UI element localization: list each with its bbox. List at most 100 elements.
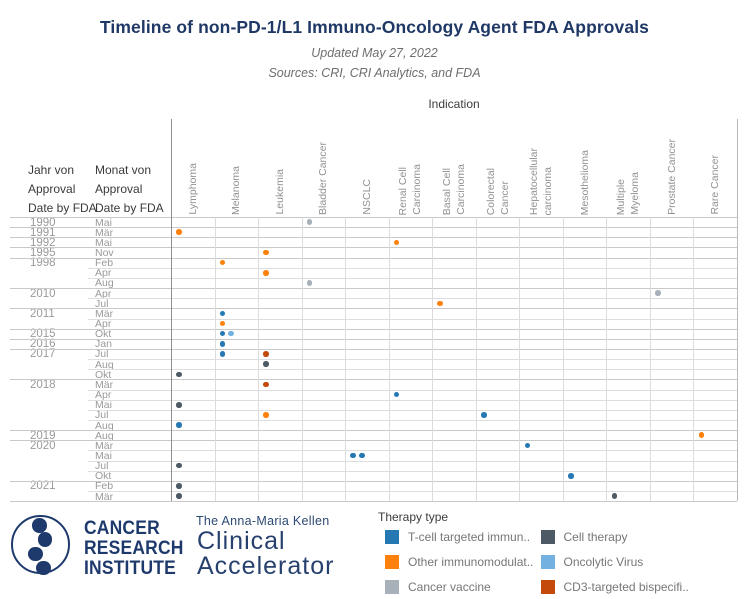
- legend-item-vaccine[interactable]: Cancer vaccine: [385, 580, 491, 594]
- month-label[interactable]: Mär: [95, 226, 114, 239]
- column-header-hepatocellular-carcinoma[interactable]: Hepatocellular carcinoma: [519, 113, 563, 215]
- grid-line-horizontal: [88, 389, 737, 391]
- month-label[interactable]: Apr: [95, 318, 112, 330]
- column-header-basal-cell-carcinoma[interactable]: Basal Cell Carcinoma: [432, 113, 476, 215]
- month-label[interactable]: Mär: [95, 439, 114, 452]
- data-point[interactable]: [219, 310, 226, 317]
- month-label[interactable]: Feb: [95, 257, 114, 270]
- data-point[interactable]: [393, 239, 400, 246]
- data-point[interactable]: [228, 330, 234, 337]
- grid-line-horizontal: [10, 308, 737, 310]
- month-label[interactable]: Mai: [95, 399, 112, 412]
- month-label[interactable]: Okt: [95, 328, 112, 341]
- data-point[interactable]: [263, 361, 269, 367]
- year-label[interactable]: 2017: [30, 348, 56, 361]
- legend-swatch: [540, 555, 555, 569]
- column-header-leukemia[interactable]: Leukemia: [258, 113, 302, 215]
- data-point[interactable]: [263, 270, 269, 276]
- legend-item-cd3[interactable]: CD3-targeted bispecifi..: [540, 580, 689, 594]
- month-label[interactable]: Jan: [95, 338, 112, 351]
- month-label[interactable]: Apr: [95, 287, 112, 300]
- month-label[interactable]: Apr: [95, 389, 112, 402]
- year-label[interactable]: 2021: [30, 480, 56, 493]
- month-label[interactable]: Jul: [95, 460, 109, 473]
- year-label[interactable]: 2011: [30, 307, 55, 320]
- data-point[interactable]: [176, 483, 182, 489]
- data-point[interactable]: [219, 341, 226, 347]
- column-header-lymphoma[interactable]: Lymphoma: [171, 113, 215, 215]
- data-point[interactable]: [655, 290, 661, 296]
- month-label[interactable]: Jul: [95, 297, 109, 310]
- data-point[interactable]: [263, 351, 269, 357]
- month-label[interactable]: Mär: [95, 307, 114, 320]
- data-point[interactable]: [263, 249, 269, 256]
- year-label[interactable]: 1992: [30, 236, 56, 249]
- year-label[interactable]: 2016: [30, 338, 56, 351]
- month-label[interactable]: Mär: [95, 378, 114, 391]
- data-point[interactable]: [611, 493, 618, 499]
- column-header-renal-cell-carcinoma[interactable]: Renal Cell Carcinoma: [389, 113, 433, 215]
- data-point[interactable]: [176, 229, 182, 235]
- data-point[interactable]: [306, 280, 313, 286]
- data-point[interactable]: [524, 442, 531, 449]
- data-point[interactable]: [176, 402, 182, 408]
- data-point[interactable]: [481, 412, 487, 418]
- column-header-mesothelioma[interactable]: Mesothelioma: [563, 113, 607, 215]
- legend-item-oncolytic[interactable]: Oncolytic Virus: [540, 555, 643, 569]
- data-point[interactable]: [393, 391, 400, 398]
- column-header-rare-cancer[interactable]: Rare Cancer: [693, 113, 737, 215]
- month-label[interactable]: Mai: [95, 449, 112, 462]
- month-label[interactable]: Aug: [95, 277, 114, 290]
- month-label[interactable]: Jul: [95, 348, 109, 361]
- data-point[interactable]: [176, 371, 182, 378]
- column-header-bladder-cancer[interactable]: Bladder Cancer: [302, 113, 346, 215]
- grid-line-horizontal: [10, 237, 737, 239]
- legend-title: Therapy type: [378, 510, 449, 524]
- month-label[interactable]: Mai: [95, 236, 112, 249]
- data-point[interactable]: [263, 412, 269, 418]
- data-point[interactable]: [219, 259, 226, 266]
- month-label[interactable]: Okt: [95, 470, 112, 483]
- data-point[interactable]: [359, 452, 365, 459]
- year-label[interactable]: 1998: [30, 257, 56, 270]
- data-point[interactable]: [698, 432, 705, 438]
- data-point[interactable]: [219, 330, 226, 337]
- year-label[interactable]: 2020: [30, 439, 56, 452]
- data-point[interactable]: [176, 422, 182, 428]
- data-point[interactable]: [219, 320, 226, 327]
- column-header-nsclc[interactable]: NSCLC: [345, 113, 389, 215]
- data-point[interactable]: [176, 493, 182, 499]
- year-label[interactable]: 2018: [30, 378, 56, 391]
- year-label[interactable]: 2015: [30, 328, 56, 341]
- month-label[interactable]: Feb: [95, 480, 114, 493]
- column-header-prostate-cancer[interactable]: Prostate Cancer: [650, 113, 694, 215]
- column-header-melanoma[interactable]: Melanoma: [215, 113, 259, 215]
- month-label[interactable]: Aug: [95, 358, 114, 371]
- legend-item-other_immuno[interactable]: Other immunomodulat..: [385, 555, 533, 569]
- data-point[interactable]: [176, 462, 182, 469]
- data-point[interactable]: [437, 300, 443, 307]
- legend-item-tcell[interactable]: T-cell targeted immun..: [385, 530, 530, 544]
- column-header-multiple-myeloma[interactable]: Multiple Myeloma: [606, 113, 650, 215]
- month-label[interactable]: Mär: [95, 490, 114, 503]
- data-point[interactable]: [263, 381, 269, 388]
- data-point[interactable]: [219, 351, 226, 357]
- month-label[interactable]: Nov: [95, 246, 114, 259]
- year-label[interactable]: 1995: [30, 246, 56, 259]
- year-label[interactable]: 2019: [30, 429, 56, 442]
- data-point[interactable]: [306, 219, 313, 225]
- data-point[interactable]: [568, 473, 574, 479]
- data-point[interactable]: [350, 452, 356, 459]
- year-label[interactable]: 2010: [30, 287, 56, 300]
- column-header-colorectal-cancer[interactable]: Colorectal Cancer: [476, 113, 520, 215]
- month-label[interactable]: Mai: [95, 216, 112, 229]
- month-label[interactable]: Jul: [95, 409, 109, 422]
- month-label[interactable]: Okt: [95, 368, 112, 381]
- column-header-label: Bladder Cancer: [317, 142, 330, 215]
- legend-item-cell[interactable]: Cell therapy: [540, 530, 628, 544]
- month-label[interactable]: Aug: [95, 419, 114, 432]
- year-label[interactable]: 1990: [30, 216, 56, 229]
- month-label[interactable]: Aug: [95, 429, 114, 442]
- year-label[interactable]: 1991: [30, 226, 56, 239]
- month-label[interactable]: Apr: [95, 267, 112, 280]
